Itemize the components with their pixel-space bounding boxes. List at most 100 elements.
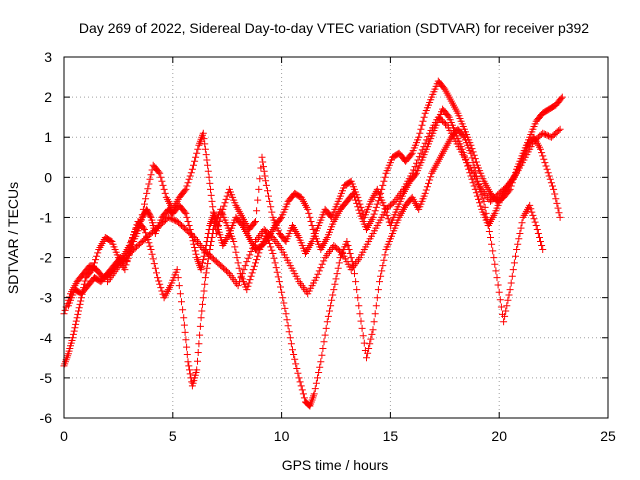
data-point [267, 203, 275, 211]
data-point [376, 278, 383, 286]
data-point [180, 321, 188, 329]
data-point [277, 215, 284, 223]
data-point [74, 310, 82, 318]
axis-ticks [63, 56, 609, 419]
data-point [427, 173, 435, 181]
data-point [200, 135, 208, 143]
data-point [196, 322, 204, 330]
y-tick-label: -2 [40, 250, 53, 266]
data-point [156, 169, 164, 177]
data-point [527, 205, 535, 213]
y-tick-label: -4 [40, 330, 53, 346]
data-point [230, 238, 238, 245]
data-point [502, 307, 510, 315]
data-point [154, 274, 162, 282]
data-point [420, 143, 428, 151]
data-point [69, 330, 77, 338]
data-point [324, 312, 332, 320]
data-point [546, 175, 554, 183]
data-point [193, 366, 201, 374]
data-point [260, 163, 267, 171]
data-point [355, 197, 363, 205]
data-point [253, 256, 261, 264]
data-point [161, 189, 169, 197]
data-point [316, 363, 324, 371]
data-point [201, 280, 209, 288]
data-point [417, 125, 425, 133]
data-point [245, 279, 253, 287]
data-point [379, 262, 387, 270]
data-point [420, 113, 428, 121]
data-point [195, 340, 203, 348]
series-track-b [60, 125, 547, 410]
data-point [256, 175, 264, 183]
data-point [371, 207, 379, 215]
data-point [422, 186, 430, 194]
data-point [200, 252, 208, 260]
data-point [497, 303, 505, 311]
data-point [158, 177, 166, 185]
data-point [494, 281, 502, 289]
data-point [354, 294, 362, 302]
data-point [332, 275, 340, 283]
data-point [139, 205, 147, 213]
data-point [252, 259, 259, 267]
data-point [243, 258, 251, 266]
data-point [552, 195, 560, 203]
data-point [185, 362, 193, 370]
data-point [323, 318, 331, 326]
data-point [205, 173, 213, 181]
data-point [234, 259, 242, 267]
data-point [146, 242, 154, 250]
data-point [513, 246, 521, 253]
data-point [243, 286, 251, 294]
data-point [254, 252, 262, 260]
data-point [488, 240, 496, 248]
data-point [219, 205, 227, 213]
data-point [279, 294, 287, 302]
data-point [184, 218, 192, 225]
data-point [150, 260, 158, 268]
data-point [254, 196, 262, 204]
data-point [343, 238, 351, 245]
data-point [311, 385, 319, 393]
data-point [551, 190, 559, 198]
data-point [175, 282, 183, 290]
data-point [210, 213, 218, 221]
data-point [280, 299, 288, 307]
data-point [310, 390, 318, 398]
data-point [537, 145, 544, 153]
data-point [186, 366, 193, 374]
data-point [143, 189, 151, 197]
data-point [220, 202, 228, 210]
data-point [190, 161, 197, 169]
data-point [353, 286, 361, 294]
data-point [314, 374, 321, 382]
data-point [194, 357, 201, 365]
data-point [505, 291, 513, 299]
data-point [305, 209, 313, 217]
data-point [330, 286, 338, 294]
data-point [414, 156, 422, 164]
data-point [238, 270, 246, 278]
data-point [199, 294, 207, 302]
data-point [201, 145, 209, 153]
data-point [304, 205, 312, 213]
data-point [357, 317, 365, 325]
data-point [320, 257, 328, 265]
data-point [556, 125, 564, 133]
y-tick-label: 1 [44, 129, 52, 145]
data-point [555, 209, 563, 217]
data-point [352, 278, 360, 286]
data-point [149, 255, 157, 263]
data-point [183, 343, 191, 351]
data-point [148, 250, 156, 258]
data-point [286, 334, 294, 342]
data-point [312, 379, 320, 387]
data-point [275, 278, 283, 286]
data-point [272, 264, 280, 272]
data-point [366, 340, 374, 348]
data-point [198, 307, 206, 315]
data-point [423, 183, 431, 191]
